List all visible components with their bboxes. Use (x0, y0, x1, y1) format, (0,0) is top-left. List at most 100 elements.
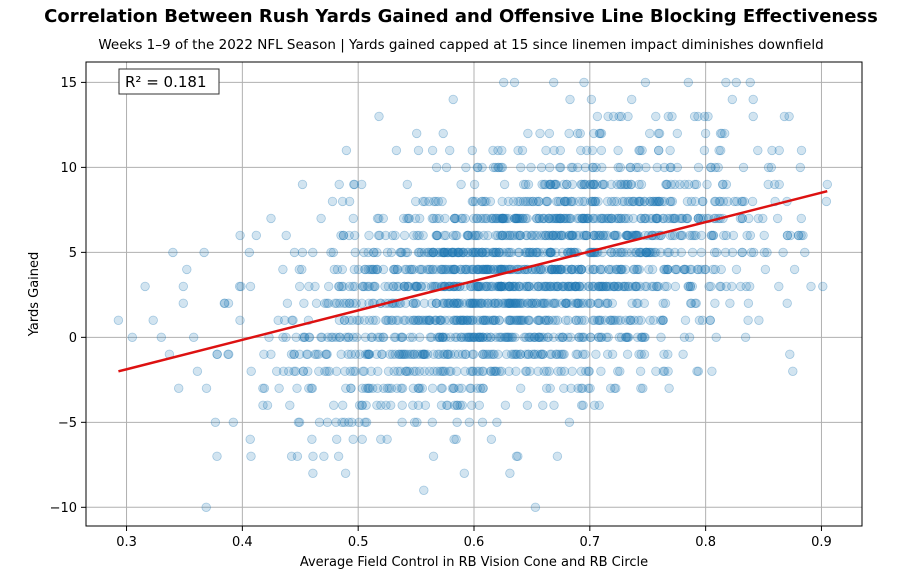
scatter-point (485, 264, 495, 275)
scatter-point (589, 179, 599, 190)
scatter-point (553, 264, 563, 275)
scatter-point (539, 179, 549, 190)
scatter-point (626, 162, 636, 173)
scatter-point (403, 213, 414, 224)
scatter-point (561, 298, 572, 309)
scatter-point (400, 264, 410, 275)
scatter-point (518, 196, 529, 207)
scatter-point (566, 264, 577, 275)
scatter-point (399, 281, 410, 292)
scatter-point (635, 247, 645, 258)
scatter-point (399, 349, 410, 360)
scatter-point (545, 162, 555, 173)
scatter-point (392, 264, 403, 275)
scatter-point (616, 247, 627, 258)
scatter-point (220, 298, 230, 309)
scatter-point (449, 247, 460, 258)
scatter-point (513, 315, 524, 326)
scatter-point (682, 213, 692, 224)
scatter-point (491, 247, 501, 258)
scatter-point (654, 196, 665, 207)
scatter-point (448, 383, 459, 394)
scatter-point (505, 332, 515, 343)
scatter-point (423, 247, 433, 258)
scatter-point (623, 281, 633, 292)
scatter-point (468, 366, 478, 377)
scatter-point (579, 77, 589, 88)
scatter-point (670, 179, 680, 190)
scatter-point (235, 315, 245, 326)
scatter-point (552, 281, 562, 292)
scatter-point (368, 264, 379, 275)
scatter-point (314, 366, 324, 377)
scatter-point (438, 332, 449, 343)
scatter-point (534, 332, 544, 343)
scatter-point (382, 383, 393, 394)
scatter-point (639, 213, 650, 224)
scatter-point (460, 315, 470, 326)
scatter-point (531, 298, 542, 309)
scatter-point (621, 281, 631, 292)
scatter-point (521, 366, 531, 377)
scatter-point (601, 281, 612, 292)
scatter-point (486, 298, 496, 309)
scatter-point (419, 349, 430, 360)
scatter-point (383, 366, 394, 377)
scatter-point (621, 230, 632, 241)
scatter-point (438, 247, 448, 258)
scatter-point (297, 179, 308, 190)
scatter-point (479, 349, 490, 360)
scatter-point (572, 213, 583, 224)
scatter-point (635, 366, 646, 377)
scatter-point (521, 281, 532, 292)
scatter-point (518, 213, 528, 224)
scatter-point (286, 349, 297, 360)
scatter-point (127, 332, 138, 343)
scatter-point (321, 349, 331, 360)
scatter-point (395, 366, 406, 377)
scatter-point (378, 332, 388, 343)
scatter-point (376, 434, 386, 445)
scatter-point (199, 247, 209, 258)
scatter-point (634, 349, 644, 360)
scatter-point (422, 349, 433, 360)
scatter-point (511, 213, 521, 224)
scatter-point (641, 247, 651, 258)
scatter-point (332, 434, 342, 445)
scatter-point (691, 179, 702, 190)
scatter-point (579, 213, 590, 224)
scatter-point (550, 179, 560, 190)
scatter-point (500, 332, 510, 343)
scatter-point (609, 230, 619, 241)
scatter-point (462, 264, 472, 275)
scatter-point (483, 247, 493, 258)
scatter-point (743, 298, 754, 309)
scatter-point (658, 315, 669, 326)
scatter-point (567, 179, 578, 190)
scatter-point (421, 315, 431, 326)
scatter-point (413, 247, 424, 258)
scatter-point (437, 264, 447, 275)
scatter-point (561, 264, 572, 275)
scatter-point (636, 383, 646, 394)
scatter-point (641, 213, 651, 224)
scatter-point (463, 230, 474, 241)
scatter-point (480, 315, 491, 326)
scatter-point (458, 247, 469, 258)
scatter-point (555, 162, 565, 173)
scatter-point (484, 281, 495, 292)
scatter-point (522, 298, 533, 309)
scatter-point (686, 298, 697, 309)
scatter-point (714, 145, 724, 156)
scatter-point (461, 349, 471, 360)
scatter-point (493, 298, 503, 309)
scatter-point (438, 247, 449, 258)
scatter-point (437, 332, 448, 343)
scatter-point (789, 264, 800, 275)
scatter-point (544, 213, 554, 224)
scatter-point (533, 315, 543, 326)
scatter-point (548, 230, 558, 241)
scatter-point (478, 383, 488, 394)
scatter-point (719, 230, 729, 241)
scatter-point (472, 264, 482, 275)
